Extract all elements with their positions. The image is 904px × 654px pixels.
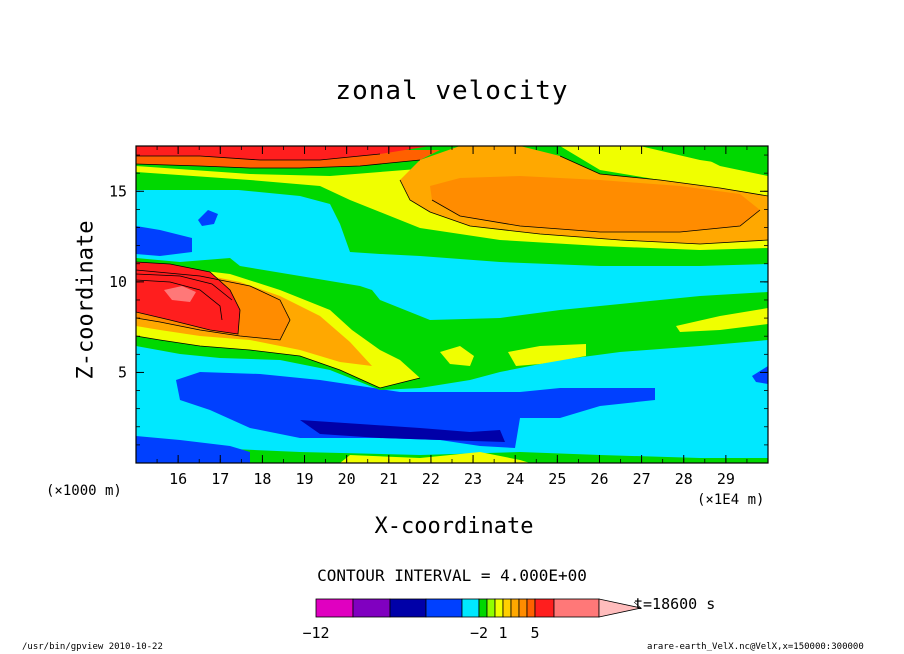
field-blue-upper <box>136 226 192 256</box>
colorbar-swatch <box>510 598 520 618</box>
y-axis-label: Z-coordinate <box>73 220 99 380</box>
contour-line <box>559 155 768 197</box>
colorbar-tick-label: −12 <box>302 624 329 642</box>
contour-line <box>136 261 241 335</box>
colorbar-swatch <box>494 598 504 618</box>
field-blue-blob <box>198 210 218 226</box>
colorbar-tick-label: 5 <box>530 624 539 642</box>
contour-line <box>136 269 291 341</box>
field-blue-lower <box>176 372 655 448</box>
x-tick-label: 25 <box>548 470 566 488</box>
x-tick-label: 19 <box>296 470 314 488</box>
field-orange-upper-deep <box>430 176 760 232</box>
colorbar-swatch <box>478 598 488 618</box>
y-tick-label: 10 <box>109 273 127 291</box>
field-green-corner <box>680 146 768 176</box>
contour-line <box>136 273 233 301</box>
colorbar-swatch <box>534 598 555 618</box>
chart-title: zonal velocity <box>335 76 569 106</box>
x-tick-label: 28 <box>675 470 693 488</box>
colorbar-swatch <box>352 598 391 618</box>
field-yellow-small2 <box>508 344 586 366</box>
colorbar-tick-label: 1 <box>498 624 507 642</box>
y-tick-label: 15 <box>109 182 127 200</box>
field-blue-right <box>752 366 768 384</box>
colorbar-arrow <box>598 598 642 618</box>
footer-left: /usr/bin/gpview 2010-10-22 <box>22 642 163 652</box>
field-green-mid <box>136 258 768 390</box>
x-tick-label: 17 <box>211 470 229 488</box>
field-bottom-yellow <box>340 452 530 463</box>
footer-right: arare-earth_VelX.nc@VelX,x=150000:300000 <box>647 642 864 652</box>
x-tick-label: 26 <box>590 470 608 488</box>
colorbar-swatch <box>389 598 427 618</box>
contour-field <box>136 146 768 463</box>
colorbar-swatch <box>553 598 600 618</box>
x-tick-label: 16 <box>169 470 187 488</box>
field-bottom-green <box>136 445 768 463</box>
colorbar-swatch <box>486 598 496 618</box>
colorbar: −12 −2 1 5 <box>302 598 642 642</box>
colorbar-swatch <box>425 598 463 618</box>
x-tick-label: 27 <box>633 470 651 488</box>
field-yellow-corner <box>560 146 768 196</box>
contour-line <box>431 199 761 233</box>
x-tick-label: 22 <box>422 470 440 488</box>
y-tick-label: 5 <box>118 363 127 381</box>
field-pink-core <box>164 286 196 302</box>
colorbar-swatch <box>526 598 536 618</box>
colorbar-time-leader <box>633 601 642 609</box>
colorbar-swatch <box>315 598 354 618</box>
time-label: t=18600 s <box>634 595 716 613</box>
colorbar-swatch <box>518 598 528 618</box>
colorbar-swatch <box>502 598 512 618</box>
field-navy-lower <box>300 420 505 442</box>
x-tick-label: 18 <box>253 470 271 488</box>
x-tick-label: 21 <box>380 470 398 488</box>
contour-line <box>136 159 421 169</box>
field-blue-bottom <box>136 436 250 463</box>
x-axis-label: X-coordinate <box>374 514 534 539</box>
colorbar-tick-label: −2 <box>470 624 488 642</box>
contour-line <box>399 179 768 245</box>
field-yellow-small <box>440 346 474 366</box>
contour-line <box>136 279 223 321</box>
x-axis: 16 17 18 19 20 21 22 23 24 25 26 27 28 29 <box>135 146 769 488</box>
x-tick-label: 23 <box>464 470 482 488</box>
x-tick-label: 20 <box>338 470 356 488</box>
contour-line <box>136 335 421 389</box>
y-axis-unit: (×1000 m) <box>46 483 122 499</box>
contour-line <box>136 153 381 161</box>
contour-lines <box>136 153 768 389</box>
y-axis: 5 10 15 <box>109 154 768 446</box>
x-axis-unit: (×1E4 m) <box>697 492 765 508</box>
colorbar-swatch <box>461 598 480 618</box>
x-tick-label: 24 <box>506 470 524 488</box>
x-tick-label: 29 <box>717 470 735 488</box>
field-yellow-right <box>676 308 768 332</box>
contour-interval-label: CONTOUR INTERVAL = 4.000E+00 <box>317 566 587 585</box>
